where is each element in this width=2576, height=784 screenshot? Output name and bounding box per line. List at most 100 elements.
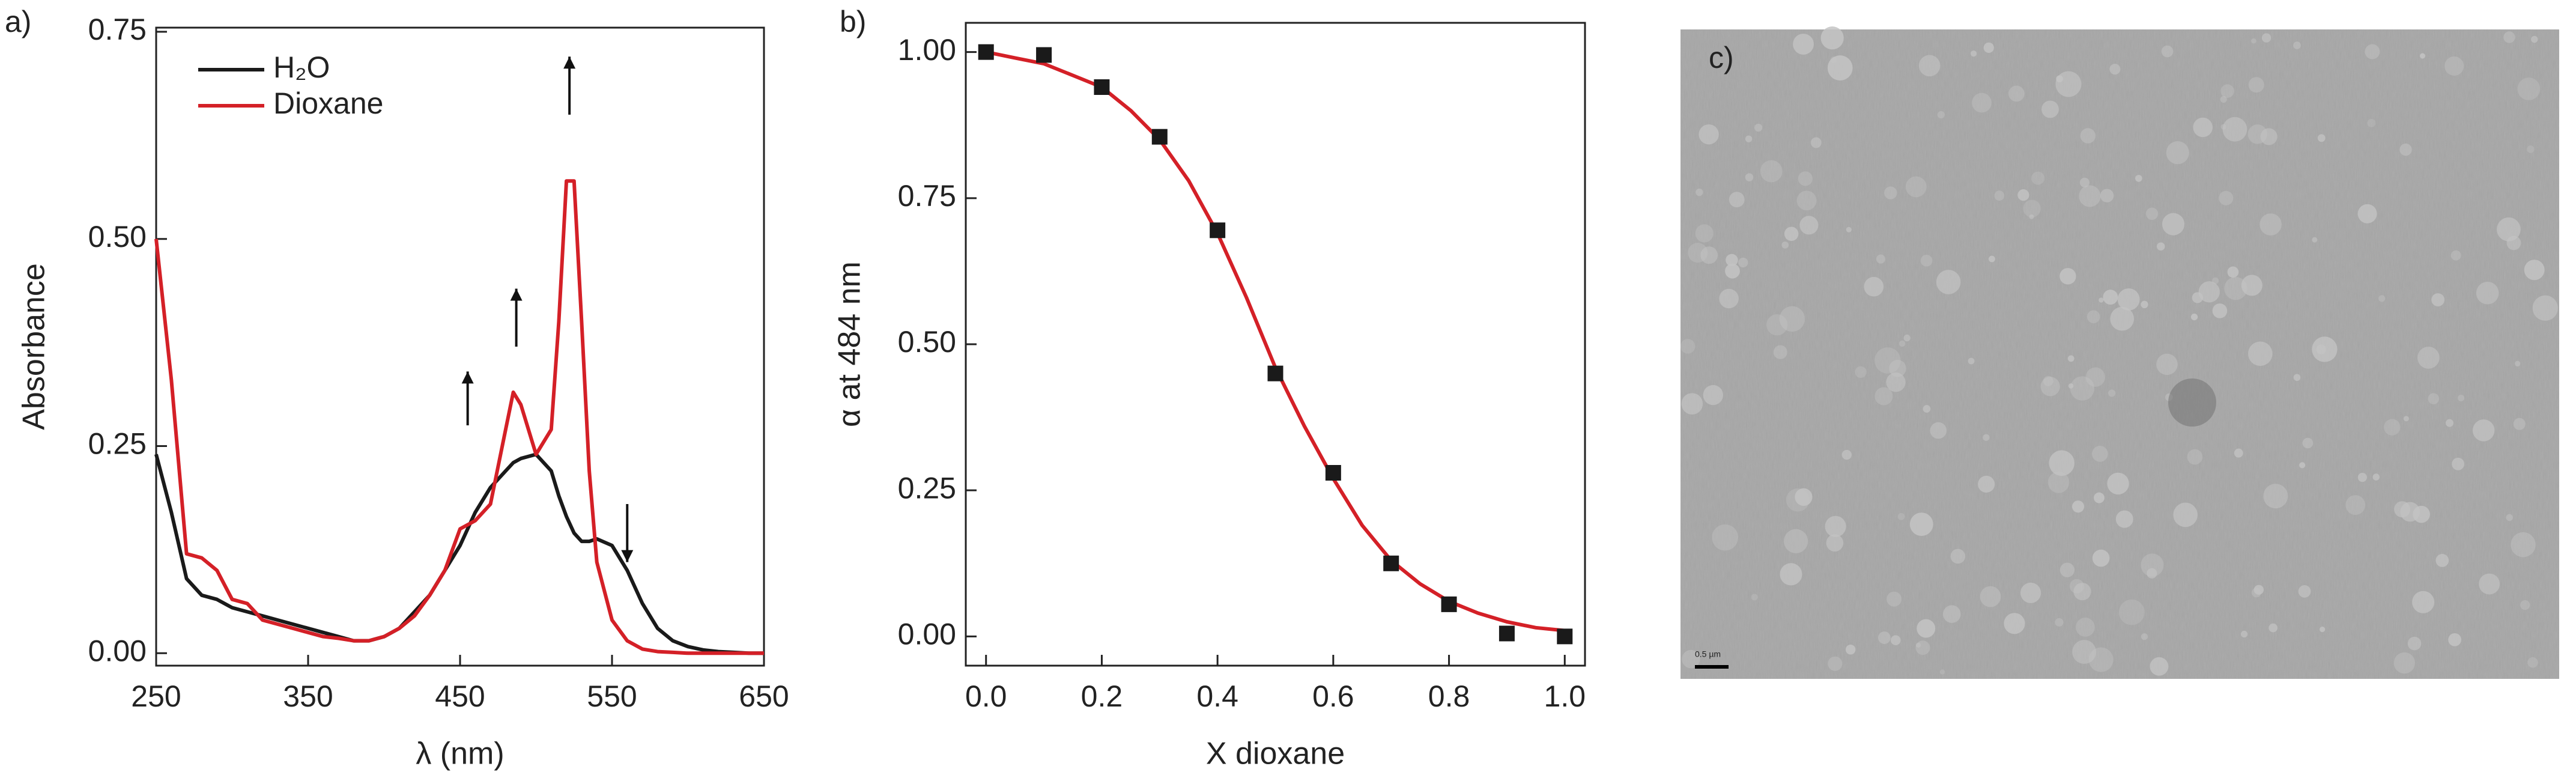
particle	[1784, 529, 1808, 553]
particle	[2041, 100, 2059, 118]
particle	[2056, 75, 2063, 83]
data-point	[1325, 465, 1341, 481]
particle	[2403, 416, 2409, 422]
particle	[2156, 242, 2165, 251]
particle	[1876, 254, 1885, 264]
particle	[2479, 573, 2500, 595]
particle	[2527, 145, 2535, 153]
particle	[2240, 630, 2248, 638]
particle	[2428, 393, 2439, 404]
particle	[1784, 226, 1799, 242]
particle	[1855, 366, 1867, 378]
particle	[2141, 300, 2148, 309]
particle	[2055, 618, 2064, 627]
particle	[2141, 633, 2148, 640]
x-axis-label: X dioxane	[1206, 737, 1345, 771]
particle	[2497, 217, 2521, 242]
particle	[2367, 118, 2376, 127]
particle	[1915, 640, 1930, 655]
particle	[2260, 128, 2277, 145]
x-tick-label: 1.0	[1544, 679, 1586, 713]
particle	[2476, 281, 2499, 305]
particle	[1874, 387, 1893, 406]
particle	[2110, 306, 2135, 331]
particle	[1886, 372, 1906, 392]
data-point	[1441, 596, 1457, 612]
particle	[2444, 56, 2464, 76]
particle	[2088, 647, 2114, 672]
particle	[1779, 306, 1805, 332]
y-tick-label: 0.00	[898, 618, 956, 651]
particle	[1773, 345, 1787, 359]
x-tick-label: 0.8	[1428, 679, 1470, 713]
x-tick-label: 0.2	[1081, 679, 1123, 713]
particle	[1897, 512, 1905, 520]
particle	[2187, 449, 2203, 465]
particle	[2067, 355, 2074, 362]
particle	[2147, 568, 2157, 579]
particle	[2503, 31, 2515, 43]
particle	[1994, 190, 2005, 201]
particle	[2079, 177, 2090, 187]
x-axis-label: λ (nm)	[416, 737, 504, 771]
particle	[1950, 548, 1966, 564]
particle	[1700, 246, 1718, 264]
particle	[2166, 141, 2189, 165]
x-tick-label: 350	[283, 679, 333, 713]
particle	[2419, 53, 2426, 59]
particle	[1915, 642, 1921, 648]
data-point	[1499, 625, 1515, 642]
particle	[2115, 510, 2133, 528]
particle	[1826, 534, 1844, 552]
particle	[2399, 143, 2412, 156]
particle	[2079, 185, 2101, 207]
particle	[2412, 591, 2435, 613]
legend-label: H₂O	[273, 50, 330, 84]
particle	[2092, 549, 2110, 567]
particle	[1983, 434, 1990, 441]
particle	[2212, 303, 2228, 318]
particle	[1887, 591, 1902, 607]
legend-label: Dioxane	[273, 87, 383, 120]
panel-label: a)	[5, 5, 31, 38]
particle	[2071, 500, 2085, 513]
particle	[1766, 314, 1788, 336]
image-panel: c) 0.5 µm	[1680, 26, 2559, 679]
particle	[2085, 367, 2105, 387]
particle	[1936, 270, 1961, 294]
particle	[2472, 419, 2495, 442]
particle	[2190, 313, 2198, 321]
particle	[1680, 339, 1696, 354]
particle	[2531, 35, 2538, 43]
particle	[2224, 277, 2247, 300]
particle	[2055, 71, 2082, 97]
particle	[2407, 636, 2422, 651]
particle	[1738, 257, 1748, 268]
particle	[2092, 446, 2108, 462]
particle	[2251, 38, 2256, 44]
particle	[1884, 186, 1897, 199]
particle	[1682, 649, 1700, 669]
particle	[1930, 422, 1947, 439]
particle	[1830, 56, 1837, 64]
particle	[2417, 346, 2440, 369]
x-tick-label: 250	[131, 679, 181, 713]
particle	[2059, 268, 2076, 285]
particle	[2220, 96, 2227, 103]
particle	[2017, 189, 2029, 201]
particle	[1923, 405, 1931, 413]
particle	[2532, 295, 2558, 321]
particle	[1845, 645, 1856, 655]
particle	[1729, 192, 1745, 208]
particle	[2317, 134, 2326, 142]
particle	[2156, 353, 2178, 375]
particle	[2448, 633, 2461, 646]
particle	[2073, 583, 2091, 601]
particle	[2212, 277, 2219, 284]
particle	[2393, 652, 2416, 674]
particle	[2040, 377, 2060, 397]
particle	[2435, 554, 2449, 567]
data-point	[978, 44, 994, 60]
particle	[2100, 189, 2114, 202]
